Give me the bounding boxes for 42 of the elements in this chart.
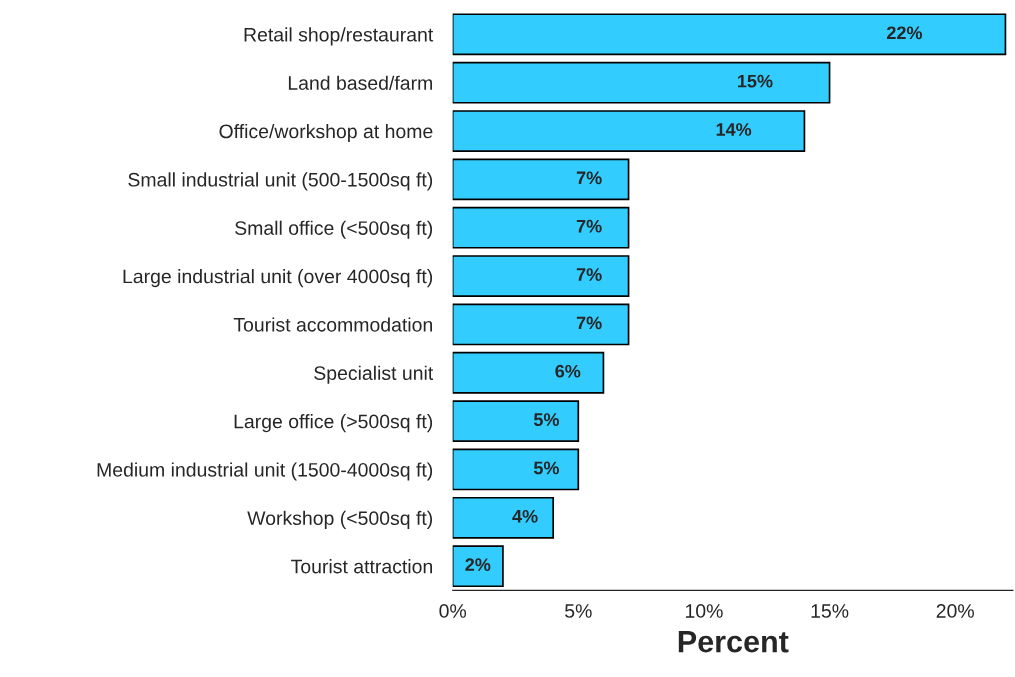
bar: [452, 496, 555, 539]
y-tick-label: Tourist accommodation: [233, 317, 432, 332]
data-label: 5%: [533, 461, 559, 475]
data-label: 7%: [576, 171, 602, 185]
x-tick-label: 10%: [685, 604, 723, 618]
bar: [452, 13, 1007, 56]
x-tick-label: 20%: [936, 604, 974, 618]
data-label: 7%: [576, 219, 602, 233]
bar: [452, 351, 605, 394]
bar: [452, 61, 831, 104]
data-label: 5%: [533, 413, 559, 426]
x-tick-label: 15%: [811, 604, 849, 618]
bar: [452, 206, 630, 249]
x-tick-label: 5%: [565, 604, 592, 618]
y-tick-label: Office/workshop at home: [219, 123, 433, 143]
data-label: 2%: [465, 558, 491, 571]
y-tick-label: Medium industrial unit (1500-4000sq ft): [97, 462, 433, 481]
y-tick-label: Tourist attraction: [291, 559, 432, 574]
x-tick-label: 0%: [439, 604, 467, 618]
data-label: 22%: [887, 26, 923, 40]
y-tick-label: Small industrial unit (500-1500sq ft): [128, 172, 433, 191]
y-tick-label: Large industrial unit (over 4000sq ft): [123, 269, 433, 288]
data-label: 6%: [555, 364, 581, 378]
bar: [452, 158, 630, 201]
y-tick-label: Land based/farm: [288, 75, 432, 90]
y-tick-label: Large office (>500sq ft): [234, 414, 433, 433]
bar: [452, 545, 504, 588]
x-axis-title: Percent: [678, 631, 789, 653]
y-tick-label: Small office (<500sq ft): [235, 220, 433, 239]
bar: [452, 303, 630, 346]
y-tick-label: Workshop (<500sq ft): [247, 510, 433, 529]
data-label: 15%: [738, 74, 773, 88]
bar: [452, 110, 806, 152]
y-tick-label: Retail shop/restaurant: [244, 27, 434, 46]
data-label: 4%: [512, 509, 538, 523]
data-label: 7%: [576, 316, 602, 330]
bar: [452, 255, 630, 297]
bar: [452, 448, 580, 491]
data-label: 14%: [716, 123, 752, 136]
data-label: 7%: [576, 268, 602, 281]
bar: [452, 400, 580, 443]
y-tick-label: Specialist unit: [314, 365, 434, 384]
